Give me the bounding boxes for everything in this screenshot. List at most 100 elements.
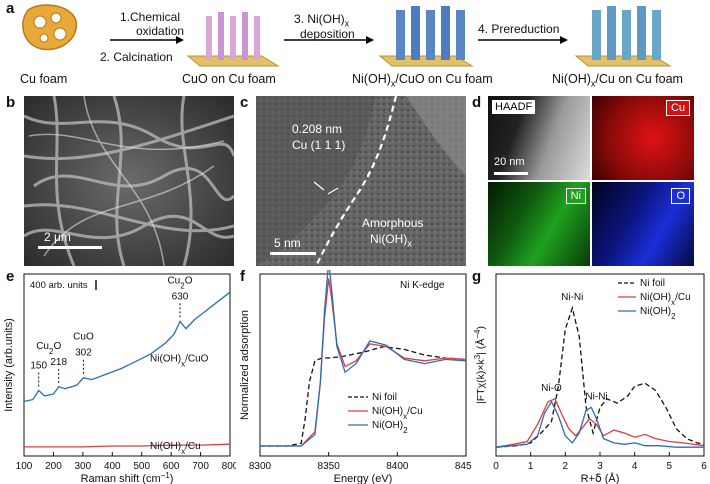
plot-frame — [23, 273, 231, 457]
raman-x-tick-label: 800 — [222, 461, 236, 472]
panel-label-g: g — [472, 268, 482, 285]
xanes-y-axis-label: Normalized adsorption — [239, 310, 251, 420]
xanes-series-1 — [260, 278, 467, 447]
raman-x-tick-label: 100 — [16, 461, 33, 472]
exafs-series-1 — [495, 398, 705, 448]
step3-label: 3. Ni(OH)x — [294, 12, 350, 29]
exafs-legend-label: Ni(OH)x/Cu — [640, 292, 691, 307]
raman-x-tick-label: 500 — [133, 461, 150, 472]
nioh-cu-caption: Ni(OH)x/Cu on Cu foam — [552, 72, 683, 89]
xanes-x-tick-label: 8300 — [249, 461, 272, 472]
tem-amorphous: Amorphous — [362, 216, 424, 230]
xanes-series-0 — [260, 345, 467, 447]
sem-image: 2 μm — [24, 96, 234, 266]
raman-group-cu2o-1: Cu2O — [36, 341, 61, 356]
cuo-illustration — [186, 12, 280, 67]
nioh-cuo-caption: Ni(OH)x/CuO on Cu foam — [352, 72, 493, 89]
tem-scale-bar — [270, 252, 316, 255]
raman-x-tick-label: 700 — [192, 461, 209, 472]
xanes-legend-label: Ni(OH)x/Cu — [372, 406, 423, 421]
raman-group-cu2o-2: Cu2O — [167, 275, 192, 290]
xanes-x-tick-label: 8450 — [455, 461, 472, 472]
tem-d-spacing: 0.208 nm — [292, 122, 343, 136]
tem-scale-label: 5 nm — [274, 236, 301, 250]
eds-haadf-label: HAADF — [492, 100, 536, 114]
eds-ni-map: Ni — [488, 182, 590, 266]
panel-label-b: b — [6, 94, 16, 111]
xanes-annotation: Ni K-edge — [400, 280, 445, 291]
nioh-cuo-illustration — [378, 6, 474, 67]
raman-peak-label: 218 — [50, 357, 67, 368]
exafs-x-tick-label: 2 — [563, 461, 569, 472]
raman-chart: 100 200 300 400 500 600 700 800 Raman shift (cm−… — [3, 273, 236, 484]
exafs-series-0 — [495, 305, 705, 448]
raman-scale-bar-label: 400 arb. units — [30, 280, 88, 291]
synthesis-scheme — [22, 4, 672, 67]
exafs-x-tick-label: 4 — [632, 461, 638, 472]
xanes-legend-label: Ni(OH)2 — [372, 420, 408, 435]
raman-legend-nioh-cuo: Ni(OH)x/CuO — [150, 353, 209, 368]
exafs-legend-label: Ni foil — [640, 278, 665, 289]
xanes-x-axis-label: Energy (eV) — [334, 473, 393, 484]
raman-series-0 — [23, 291, 231, 403]
panel-label-a: a — [6, 0, 15, 17]
step4-label: 4. Prereduction — [478, 22, 560, 36]
tem-plane: Cu (1 1 1) — [292, 138, 346, 152]
exafs-annotation-nini-2: Ni-Ni — [585, 391, 607, 402]
exafs-legend-label: Ni(OH)2 — [640, 306, 676, 321]
eds-haadf-map: HAADF 20 nm — [488, 96, 590, 180]
exafs-y-axis-label: |FTχ(k)×k3| (Å−4) — [473, 326, 488, 404]
xanes-x-tick-label: 8400 — [386, 461, 409, 472]
xanes-series-2 — [260, 270, 467, 447]
exafs-x-tick-label: 6 — [701, 461, 707, 472]
exafs-x-axis-label: R+ẟ (Å) — [581, 472, 620, 484]
eds-maps: HAADF 20 nm Cu Ni O — [488, 96, 694, 266]
sem-scale-bar — [38, 246, 102, 249]
exafs-x-tick-label: 1 — [528, 461, 534, 472]
eds-ni-label: Ni — [565, 188, 586, 204]
raman-peak-label: 630 — [172, 291, 189, 302]
tem-image: 0.208 nm Cu (1 1 1) Amorphous Ni(OH)x 5 … — [256, 96, 466, 266]
exafs-chart: 0 1 2 3 4 5 6 R+ẟ (Å) |FTχ(k)×k3| (Å−4) Ni-Ni Ni-O… — [473, 273, 707, 484]
sem-scale-label: 2 μm — [44, 230, 71, 244]
exafs-x-tick-label: 0 — [493, 461, 499, 472]
panel-label-f: f — [240, 268, 245, 285]
raman-peak-label: 302 — [75, 348, 92, 359]
cuo-caption: CuO on Cu foam — [182, 72, 276, 86]
step1-label: 1.Chemical — [120, 10, 181, 24]
eds-scale-label: 20 nm — [494, 156, 525, 168]
raman-group-cuo: CuO — [73, 332, 94, 343]
raman-legend-nioh-cu: Ni(OH)x/Cu — [150, 441, 201, 456]
raman-x-tick-label: 400 — [104, 461, 121, 472]
raman-series-1 — [24, 443, 231, 448]
exafs-annotation-nio: Ni-O — [541, 383, 562, 394]
xanes-legend-label: Ni foil — [372, 392, 397, 403]
tem-boundary-line — [315, 96, 398, 266]
cu-foam-caption: Cu foam — [20, 72, 68, 86]
xanes-x-tick-label: 8350 — [318, 461, 341, 472]
eds-cu-map: Cu — [592, 96, 694, 180]
panel-label-d: d — [472, 94, 482, 111]
plot-frame — [259, 273, 467, 457]
tem-amorphous-phase: Ni(OH)x — [370, 232, 412, 249]
panel-label-e: e — [6, 268, 15, 285]
exafs-series-2 — [495, 400, 704, 448]
xanes-chart: 8300 8350 8400 8450 Energy (eV) Normalized ad… — [239, 270, 472, 484]
exafs-x-tick-label: 5 — [667, 461, 673, 472]
exafs-x-tick-label: 3 — [597, 461, 603, 472]
exafs-annotation-nini-1: Ni-Ni — [561, 292, 583, 303]
raman-x-axis-label: Raman shift (cm−1) — [81, 471, 174, 484]
eds-o-map: O — [592, 182, 694, 266]
step1b-label: oxidation — [136, 24, 185, 38]
raman-x-tick-label: 300 — [75, 461, 92, 472]
raman-x-tick-label: 600 — [163, 461, 180, 472]
eds-scale-bar — [494, 172, 528, 175]
step3b-label: deposition — [300, 27, 355, 41]
raman-y-axis-label: Intensity (arb.units) — [3, 318, 15, 412]
cu-foam-illustration — [22, 4, 78, 51]
panel-label-c: c — [240, 94, 249, 111]
nioh-cu-illustration — [574, 6, 672, 67]
raman-peak-label: 150 — [30, 360, 47, 371]
step2-label: 2. Calcination — [100, 50, 173, 64]
eds-o-label: O — [671, 188, 690, 204]
